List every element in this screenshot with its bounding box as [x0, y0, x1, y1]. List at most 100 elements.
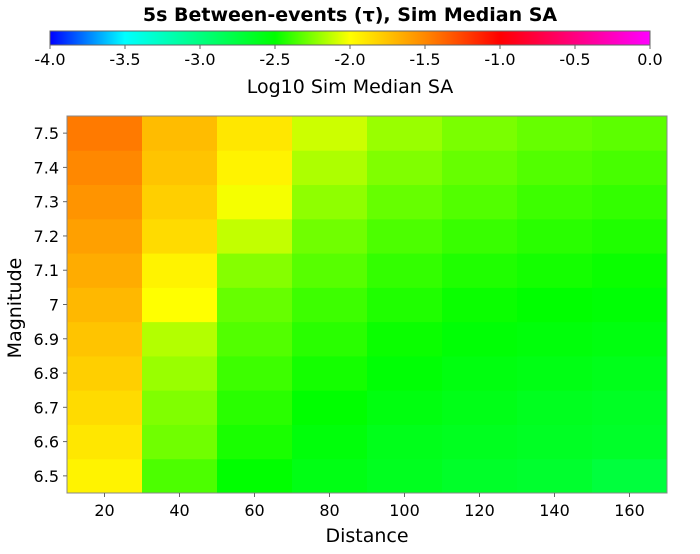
heatmap-cell	[367, 150, 443, 186]
heatmap-cell	[517, 184, 593, 220]
heatmap-cell	[292, 287, 368, 323]
heatmap-cell	[592, 390, 668, 425]
heatmap-cell	[142, 390, 218, 425]
heatmap-cell	[442, 424, 518, 460]
colorbar-label: Log10 Sim Median SA	[247, 76, 454, 98]
heatmap-cell	[367, 458, 443, 494]
heatmap-cell	[517, 253, 593, 288]
heatmap-cell	[442, 287, 518, 323]
heatmap-cell	[67, 184, 143, 220]
heatmap-cell	[67, 424, 143, 460]
heatmap-cell	[442, 355, 518, 391]
heatmap-cell	[217, 253, 293, 288]
colorbar-tick-label: -1.5	[409, 50, 440, 69]
y-tick-label: 7.1	[34, 261, 59, 280]
heatmap-cell	[517, 458, 593, 494]
heatmap-cell	[442, 458, 518, 494]
heatmap-cell	[367, 424, 443, 460]
x-tick-label: 80	[319, 501, 339, 520]
y-tick-label: 6.9	[34, 330, 59, 349]
heatmap-cell	[292, 424, 368, 460]
heatmap-cell	[367, 287, 443, 323]
heatmap-cell	[142, 116, 218, 151]
x-axis-label: Distance	[325, 525, 408, 547]
heatmap-cell	[292, 218, 368, 254]
heatmap-cell	[67, 390, 143, 425]
colorbar-ticks: -4.0 -3.5 -3.0 -2.5 -2.0 -1.5 -1.0 -0.5 0.0	[34, 45, 663, 69]
heatmap-cell	[592, 458, 668, 494]
heatmap-cell	[217, 184, 293, 220]
heatmap-cell	[592, 355, 668, 391]
colorbar-tick-label: 0.0	[637, 50, 662, 69]
heatmap-cell	[517, 390, 593, 425]
heatmap-cell	[592, 287, 668, 323]
heatmap-cell	[67, 287, 143, 323]
heatmap-cell	[292, 253, 368, 288]
heatmap-cell	[592, 253, 668, 288]
heatmap-cell	[217, 218, 293, 254]
heatmap-cell	[292, 184, 368, 220]
heatmap-cell	[67, 355, 143, 391]
heatmap-cell	[217, 116, 293, 151]
heatmap-cell	[292, 321, 368, 357]
heatmap-cell	[592, 424, 668, 460]
heatmap-cell	[517, 150, 593, 186]
heatmap-cell	[442, 150, 518, 186]
heatmap-cell	[67, 218, 143, 254]
heatmap-cell	[67, 150, 143, 186]
heatmap-cell	[142, 218, 218, 254]
y-tick-label: 7.3	[34, 193, 59, 212]
heatmap-cell	[292, 150, 368, 186]
heatmap-cell	[367, 253, 443, 288]
heatmap-cell	[217, 287, 293, 323]
heatmap-cell	[592, 116, 668, 151]
y-tick-label: 6.6	[34, 433, 59, 452]
heatmap-cell	[142, 321, 218, 357]
heatmap-cell	[142, 253, 218, 288]
colorbar-tick-label: -1.0	[484, 50, 515, 69]
heatmap-cell	[517, 116, 593, 151]
heatmap-cell	[142, 287, 218, 323]
heatmap-cell	[367, 116, 443, 151]
colorbar-tick-label: -2.5	[259, 50, 290, 69]
heatmap-cells	[67, 116, 668, 494]
y-tick-label: 6.7	[34, 398, 59, 417]
colorbar-tick-label: -3.5	[109, 50, 140, 69]
heatmap-cell	[592, 184, 668, 220]
heatmap-cell	[367, 355, 443, 391]
heatmap-cell	[442, 184, 518, 220]
heatmap-cell	[517, 218, 593, 254]
heatmap-cell	[217, 424, 293, 460]
heatmap-cell	[292, 390, 368, 425]
y-tick-label: 7.2	[34, 227, 59, 246]
colorbar: -4.0 -3.5 -3.0 -2.5 -2.0 -1.5 -1.0 -0.5 0.0 Log1…	[34, 30, 663, 98]
plot-area	[66, 115, 668, 494]
y-tick-label: 6.8	[34, 364, 59, 383]
x-tick-label: 160	[614, 501, 645, 520]
heatmap-cell	[292, 355, 368, 391]
colorbar-gradient	[49, 30, 651, 46]
heatmap-cell	[367, 321, 443, 357]
heatmap-cell	[517, 424, 593, 460]
colorbar-tick-label: -3.0	[184, 50, 215, 69]
x-tick-label: 60	[244, 501, 264, 520]
y-tick-label: 7	[49, 296, 59, 315]
heatmap-cell	[592, 321, 668, 357]
y-tick-label: 6.5	[34, 467, 59, 486]
heatmap-cell	[217, 390, 293, 425]
colorbar-tick-label: -0.5	[559, 50, 590, 69]
heatmap-cell	[517, 287, 593, 323]
heatmap-cell	[442, 116, 518, 151]
x-axis-ticks: 20 40 60 80 100 120 140 160	[94, 493, 645, 520]
heatmap-cell	[592, 150, 668, 186]
heatmap-cell	[367, 218, 443, 254]
heatmap-cell	[142, 355, 218, 391]
x-tick-label: 40	[169, 501, 189, 520]
heatmap-cell	[67, 458, 143, 494]
y-tick-label: 7.5	[34, 124, 59, 143]
heatmap-cell	[67, 116, 143, 151]
heatmap-cell	[517, 321, 593, 357]
heatmap-cell	[442, 321, 518, 357]
heatmap-cell	[67, 321, 143, 357]
